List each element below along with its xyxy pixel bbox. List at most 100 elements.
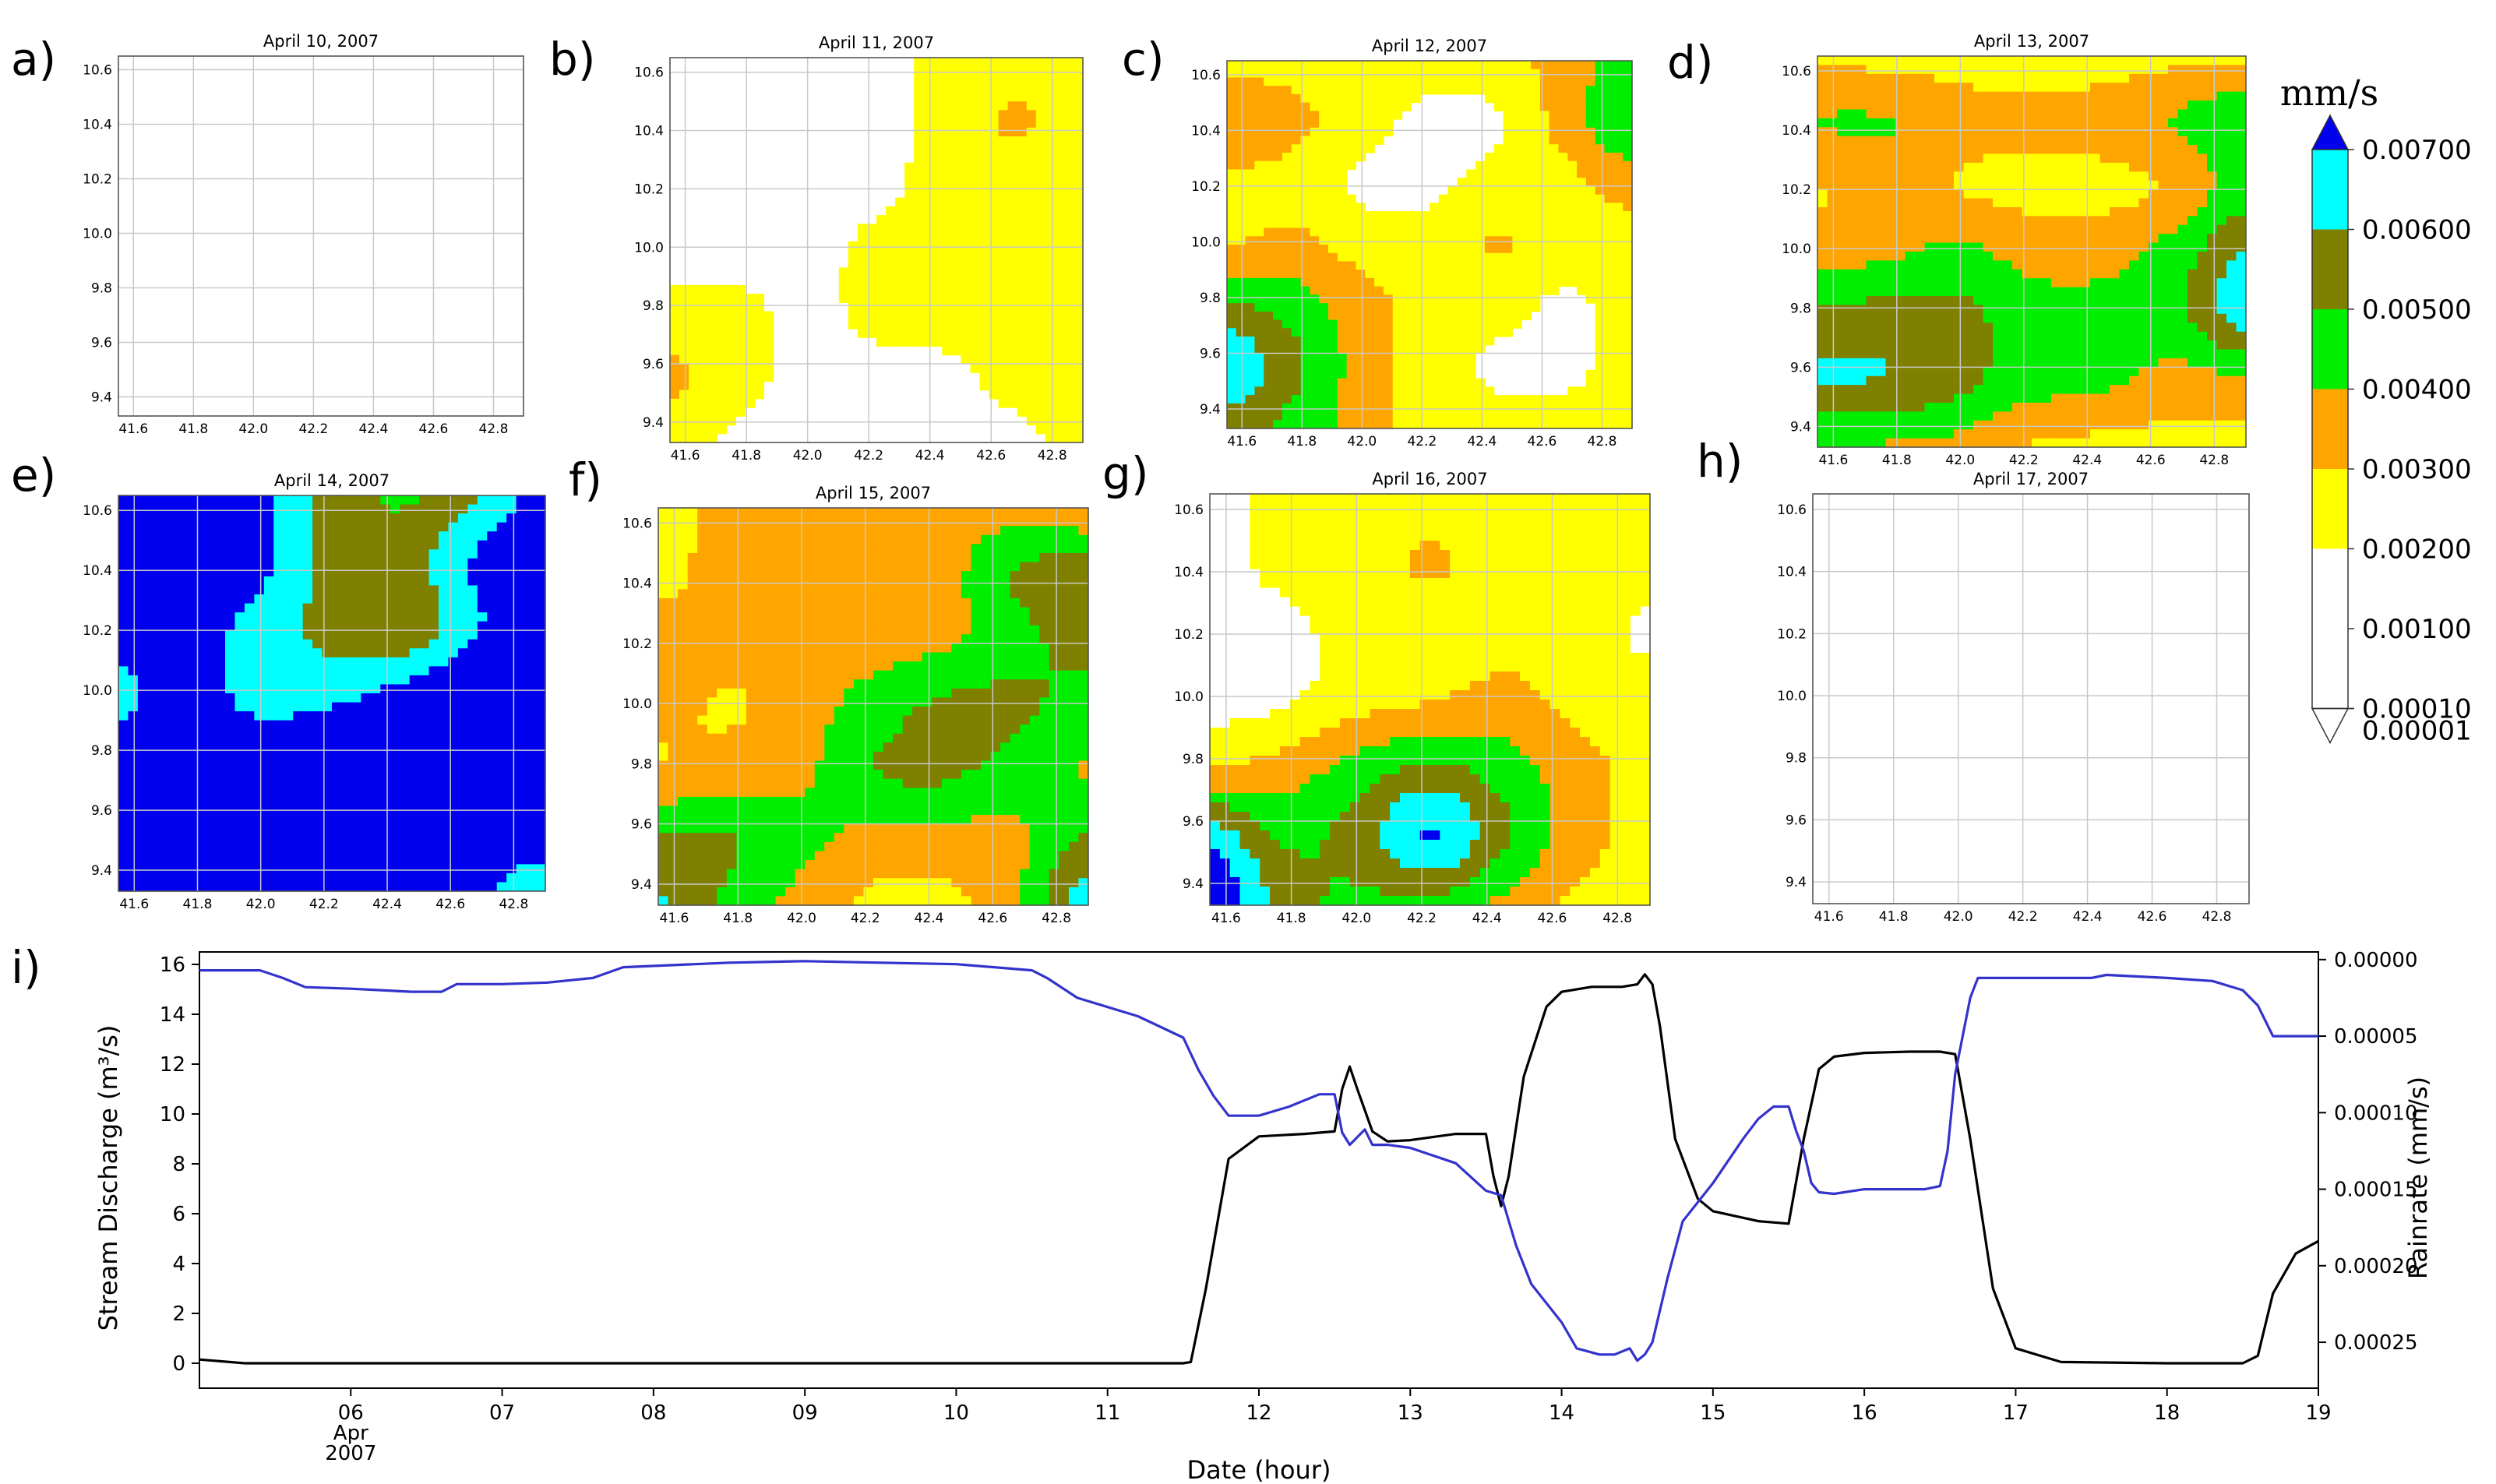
contour-cell bbox=[1484, 277, 1495, 287]
contour-cell bbox=[1420, 69, 1430, 79]
contour-cell bbox=[1895, 269, 1906, 279]
contour-cell bbox=[1017, 311, 1028, 321]
contour-cell bbox=[1944, 153, 1955, 164]
contour-cell bbox=[1595, 261, 1606, 270]
contour-cell bbox=[1365, 252, 1375, 263]
contour-cell bbox=[1954, 180, 1965, 190]
contour-cell bbox=[1993, 420, 2004, 430]
contour-cell bbox=[1007, 58, 1018, 67]
contour-cell bbox=[1856, 438, 1867, 448]
contour-cell bbox=[1007, 136, 1018, 146]
contour-cell bbox=[1300, 411, 1310, 421]
contour-cell bbox=[1595, 185, 1606, 196]
contour-cell bbox=[1954, 385, 1965, 395]
contour-cell bbox=[322, 531, 333, 541]
contour-cell bbox=[302, 513, 313, 523]
contour-cell bbox=[1613, 270, 1623, 279]
contour-cell bbox=[1846, 136, 1857, 146]
contour-cell bbox=[1866, 153, 1877, 164]
contour-cell bbox=[2197, 118, 2208, 128]
contour-cell bbox=[1273, 245, 1283, 254]
contour-cell bbox=[886, 206, 896, 216]
contour-cell bbox=[1291, 236, 1302, 245]
contour-cell bbox=[1328, 61, 1338, 70]
contour-cell bbox=[1291, 420, 1302, 429]
contour-cell bbox=[254, 522, 265, 532]
contour-cell bbox=[932, 110, 943, 120]
contour-cell bbox=[1963, 278, 1974, 288]
contour-cell bbox=[2119, 145, 2130, 155]
contour-cell bbox=[866, 250, 877, 259]
contour-cell bbox=[1466, 361, 1476, 371]
contour-cell bbox=[1007, 145, 1018, 155]
contour-cell bbox=[2168, 56, 2179, 66]
contour-cell bbox=[186, 513, 197, 523]
contour-cell bbox=[1585, 102, 1596, 111]
contour-cell bbox=[2119, 189, 2130, 199]
contour-cell bbox=[1817, 393, 1828, 404]
contour-cell bbox=[1885, 358, 1896, 368]
contour-cell bbox=[1236, 378, 1246, 387]
contour-cell bbox=[1457, 203, 1467, 212]
contour-cell bbox=[302, 531, 313, 541]
contour-cell bbox=[1447, 386, 1458, 396]
contour-cell bbox=[1944, 305, 1955, 315]
contour-cell bbox=[1915, 367, 1926, 377]
contour-cell bbox=[1846, 393, 1857, 404]
contour-cell bbox=[1973, 127, 1984, 137]
contour-cell bbox=[1007, 215, 1018, 224]
contour-cell bbox=[2090, 411, 2101, 421]
contour-cell bbox=[1291, 119, 1302, 129]
contour-cell bbox=[1026, 311, 1037, 321]
contour-cell bbox=[2119, 100, 2130, 111]
contour-cell bbox=[1245, 119, 1256, 129]
contour-cell bbox=[2207, 252, 2218, 262]
contour-cell bbox=[1026, 407, 1037, 417]
contour-cell bbox=[1585, 211, 1596, 220]
contour-cell bbox=[293, 522, 304, 532]
contour-cell bbox=[1963, 73, 1974, 83]
contour-cell bbox=[1007, 232, 1018, 242]
contour-cell bbox=[679, 363, 689, 373]
contour-cell bbox=[1007, 319, 1018, 330]
contour-cell bbox=[1054, 284, 1065, 294]
contour-cell bbox=[1895, 252, 1906, 262]
contour-cell bbox=[2216, 411, 2227, 421]
contour-cell bbox=[998, 346, 1009, 356]
contour-cell bbox=[1457, 353, 1467, 362]
contour-cell bbox=[400, 531, 411, 541]
contour-cell bbox=[1035, 171, 1046, 181]
contour-cell bbox=[707, 363, 717, 373]
contour-cell bbox=[1954, 313, 1965, 323]
contour-cell bbox=[886, 250, 896, 259]
contour-cell bbox=[735, 329, 746, 338]
contour-cell bbox=[735, 381, 746, 391]
contour-cell bbox=[1924, 216, 1935, 226]
contour-cell bbox=[2226, 358, 2237, 368]
contour-cell bbox=[1895, 367, 1906, 377]
contour-cell bbox=[1063, 372, 1074, 382]
contour-cell bbox=[1457, 194, 1467, 203]
contour-cell bbox=[904, 241, 915, 251]
contour-cell bbox=[2129, 313, 2140, 323]
contour-cell bbox=[1623, 219, 1633, 229]
contour-cell bbox=[1475, 169, 1486, 178]
contour-cell bbox=[1264, 77, 1274, 86]
contour-cell bbox=[1026, 110, 1037, 120]
contour-cell bbox=[1856, 91, 1867, 101]
contour-cell bbox=[1895, 216, 1906, 226]
contour-cell bbox=[1447, 61, 1458, 70]
contour-cell bbox=[2090, 260, 2101, 270]
contour-cell bbox=[1245, 395, 1256, 404]
contour-cell bbox=[1017, 136, 1028, 146]
contour-cell bbox=[1291, 136, 1302, 145]
contour-cell bbox=[2177, 234, 2188, 244]
contour-cell bbox=[1521, 178, 1532, 187]
contour-cell bbox=[1963, 198, 1974, 208]
contour-cell bbox=[1035, 206, 1046, 216]
contour-cell bbox=[1837, 206, 1848, 217]
contour-cell bbox=[1577, 403, 1587, 413]
contour-cell bbox=[1577, 93, 1587, 104]
contour-cell bbox=[1383, 211, 1394, 220]
